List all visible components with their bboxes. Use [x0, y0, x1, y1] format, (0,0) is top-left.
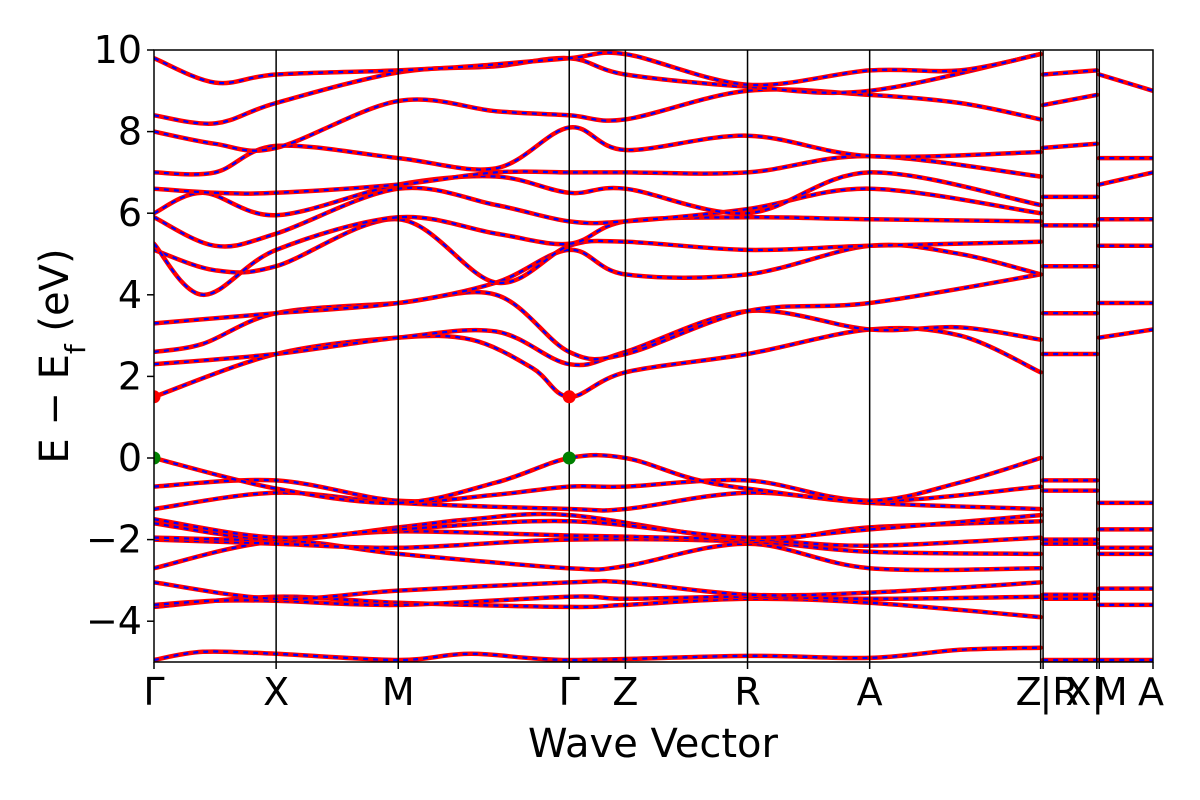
- band-dash-39: [1043, 69, 1097, 76]
- band-line-21: [154, 125, 1043, 177]
- x-tick-label-7: Z: [1016, 670, 1042, 714]
- x-tick-label-9: X|: [1065, 670, 1104, 715]
- band-dash-37: [1043, 142, 1097, 149]
- x-tick-label-6: A: [857, 670, 883, 714]
- y-axis-label-main: E − E: [32, 354, 78, 464]
- band-dash-14: [154, 273, 1041, 361]
- band-line-24: [154, 50, 1043, 88]
- y-tick-label-4: 4: [118, 273, 142, 317]
- band-dash-23: [154, 53, 1041, 125]
- x-tick-label-8: |R: [1039, 670, 1078, 715]
- x-axis-label: Wave Vector: [528, 721, 779, 767]
- band-dash-2: [154, 595, 1041, 607]
- extremum-marker-1: [562, 390, 576, 404]
- band-line-37: [1040, 141, 1100, 151]
- x-tick-label-10: M: [1095, 670, 1128, 714]
- band-line-18: [154, 185, 1043, 249]
- band-dash-11: [154, 454, 1041, 505]
- plot-frame: [153, 49, 1154, 663]
- x-tick-label-4: Z: [612, 670, 638, 714]
- band-dash-15: [154, 243, 1041, 325]
- y-tick-label-0: −4: [86, 599, 142, 643]
- x-tick-label-11: A: [1138, 670, 1164, 714]
- band-dash-16: [154, 218, 1041, 284]
- band-line-14: [154, 272, 1043, 362]
- y-tick-label-2: 0: [118, 436, 142, 480]
- extremum-marker-3: [562, 451, 576, 465]
- band-dash-19: [154, 171, 1041, 217]
- x-tick-label-3: Γ: [559, 670, 580, 714]
- band-dash-18: [154, 186, 1041, 248]
- y-axis-label-unit: (eV): [32, 248, 78, 344]
- x-tick-label-5: R: [734, 670, 760, 714]
- band-line-39: [1040, 68, 1100, 77]
- kpoint-dividers: [275, 50, 1101, 662]
- y-axis-label-sub: f: [59, 343, 92, 354]
- extremum-marker-2: [154, 451, 161, 465]
- y-axis-label: E − Ef (eV): [32, 248, 92, 463]
- x-axis-ticks: Γ X M Γ Z R A Z|RX|M A: [143, 662, 1164, 715]
- band-dash-24: [154, 51, 1041, 87]
- x-tick-label-2: M: [382, 670, 415, 714]
- y-axis-ticks: −4 −2 0 2 4 6 8 10: [86, 28, 154, 643]
- bands-layer: [154, 50, 1153, 662]
- band-line-38: [1040, 92, 1100, 108]
- band-dash-0: [154, 646, 1041, 662]
- extremum-marker-0: [154, 390, 161, 404]
- y-tick-label-7: 10: [94, 28, 142, 72]
- y-tick-label-6: 8: [118, 110, 142, 154]
- y-tick-label-5: 6: [118, 191, 142, 235]
- band-line-51: [1097, 170, 1153, 187]
- band-dash-13: [154, 309, 1041, 367]
- band-dash-21: [154, 126, 1041, 176]
- x-tick-label-1: X: [263, 670, 289, 714]
- band-dash-17: [154, 215, 1041, 296]
- x-tick-label-0: Γ: [143, 670, 164, 714]
- band-line-53: [1097, 72, 1153, 94]
- band-line-23: [154, 51, 1043, 126]
- y-tick-label-3: 2: [118, 354, 142, 398]
- y-tick-label-1: −2: [86, 518, 142, 562]
- band-line-47: [1097, 327, 1153, 340]
- extrema-markers: [154, 390, 576, 465]
